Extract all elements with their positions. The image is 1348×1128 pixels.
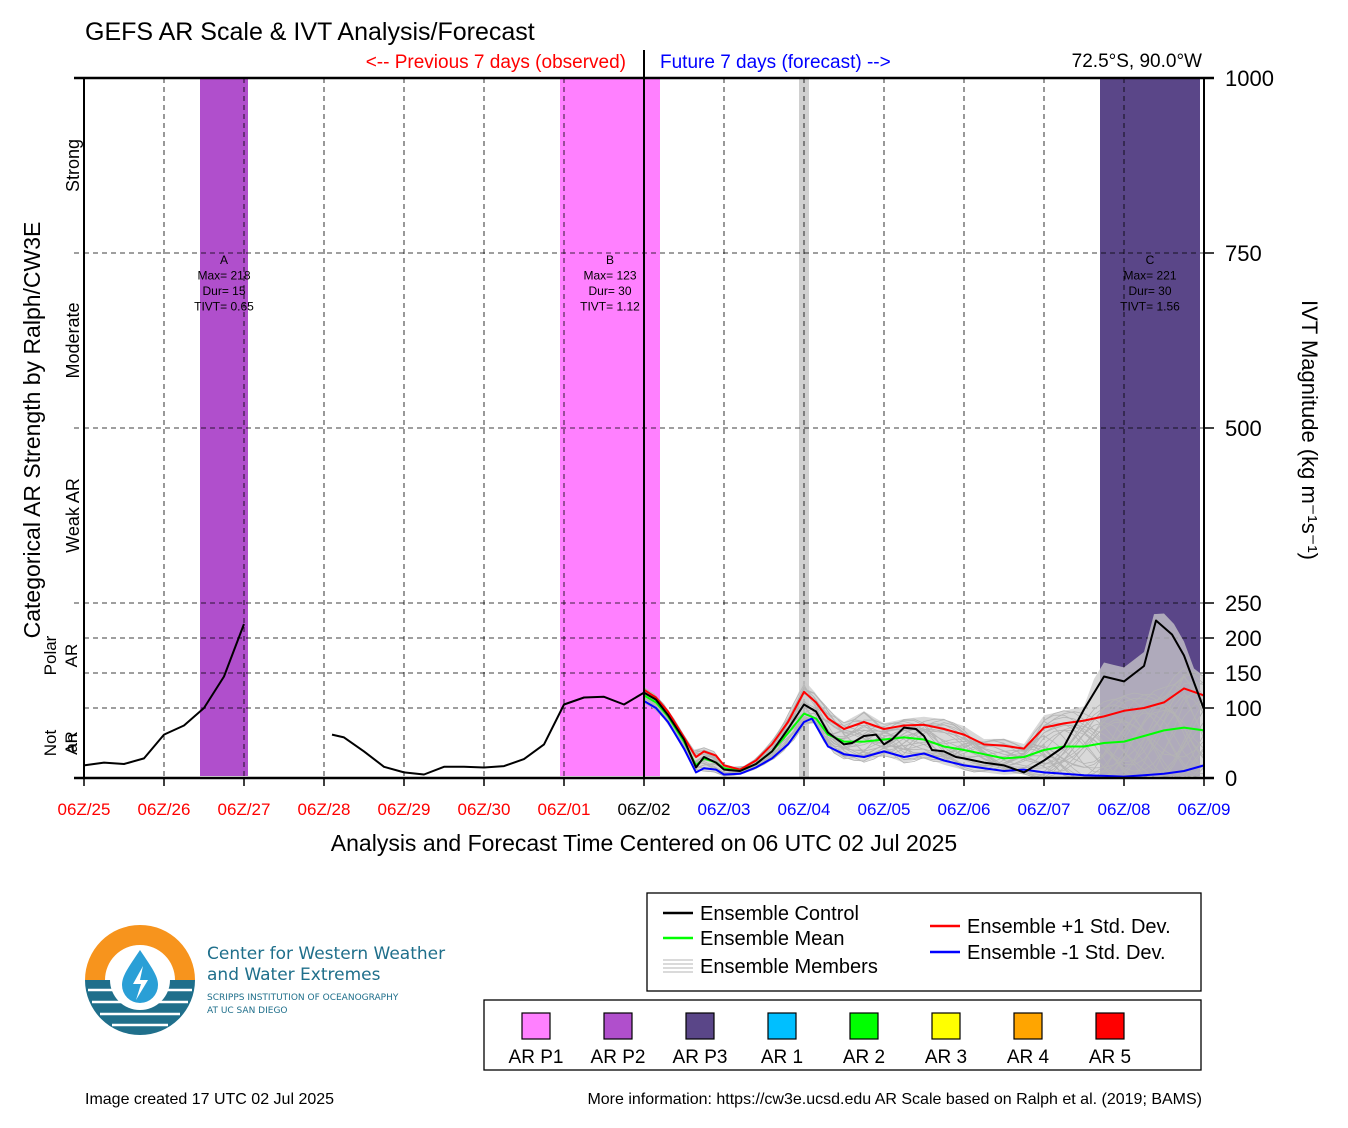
scale-swatch — [685, 1012, 715, 1040]
ar-event-label: Max= 218 — [197, 269, 250, 283]
scale-swatch — [521, 1012, 551, 1040]
ar-event-label: Max= 123 — [583, 269, 636, 283]
y-tick-label: 1000 — [1225, 66, 1274, 91]
cw3e-logo — [85, 925, 195, 1035]
category-label: Weak AR — [63, 478, 83, 553]
ar-event-label: TIVT= 1.12 — [580, 300, 640, 314]
footer-info: More information: https://cw3e.ucsd.edu … — [587, 1091, 1202, 1108]
x-tick-label: 06Z/28 — [298, 800, 351, 819]
y-tick-label: 500 — [1225, 416, 1262, 441]
ar-event-label: Dur= 30 — [1128, 284, 1171, 298]
legend-label: Ensemble +1 Std. Dev. — [967, 916, 1171, 938]
x-tick-label: 06Z/04 — [778, 800, 831, 819]
category-label-line: Polar — [41, 635, 60, 675]
y-tick-label: 250 — [1225, 591, 1262, 616]
y-tick-label: 200 — [1225, 626, 1262, 651]
location-label: 72.5°S, 90.0°W — [1072, 51, 1202, 72]
y-tick-label: 0 — [1225, 766, 1237, 791]
scale-swatch — [849, 1012, 879, 1040]
scale-label: AR 1 — [761, 1047, 803, 1068]
scale-label: AR 4 — [1007, 1047, 1050, 1068]
ar-event-label: TIVT= 0.65 — [194, 300, 254, 314]
y-tick-label: 750 — [1225, 241, 1262, 266]
ar-event-band-a — [200, 78, 248, 776]
series-line-ensemble-1-std-dev- — [643, 687, 1205, 771]
x-tick-label: 06Z/07 — [1018, 800, 1071, 819]
left-axis-title: Categorical AR Strength by Ralph/CW3E — [19, 222, 45, 639]
scale-swatch — [767, 1012, 797, 1040]
x-tick-label: 06Z/02 — [618, 800, 671, 819]
ensemble-member-line — [643, 681, 1205, 769]
x-tick-label: 06Z/30 — [458, 800, 511, 819]
scale-label: AR P2 — [591, 1047, 646, 1068]
scale-label: AR P3 — [673, 1047, 728, 1068]
ar-event-label: TIVT= 1.56 — [1120, 300, 1180, 314]
logo-subtitle-line1: SCRIPPS INSTITUTION OF OCEANOGRAPHY — [207, 993, 399, 1003]
legend-label: Ensemble -1 Std. Dev. — [967, 942, 1166, 964]
ensemble-member-line — [643, 683, 1205, 779]
logo-name-line1: Center for Western Weather — [207, 944, 446, 964]
logo-name-line2: and Water Extremes — [207, 965, 381, 985]
logo-orange-arc — [85, 925, 195, 980]
x-tick-label: 06Z/08 — [1098, 800, 1151, 819]
scale-label: AR 2 — [843, 1047, 885, 1068]
previous-label: <-- Previous 7 days (observed) — [366, 52, 626, 73]
x-tick-label: 06Z/06 — [938, 800, 991, 819]
scale-swatch — [931, 1012, 961, 1040]
x-tick-label: 06Z/05 — [858, 800, 911, 819]
category-label: Strong — [63, 139, 83, 192]
x-tick-label: 06Z/27 — [218, 800, 271, 819]
category-label-line: AR — [62, 644, 81, 668]
scale-label: AR P1 — [509, 1047, 564, 1068]
x-tick-label: 06Z/25 — [58, 800, 111, 819]
ar-event-label: Dur= 30 — [588, 284, 631, 298]
series-line-ensemble-1-std-dev- — [643, 700, 1205, 778]
legend-label: Ensemble Control — [700, 903, 859, 925]
ar-event-label: C — [1146, 253, 1155, 267]
right-axis-title: IVT Magnitude (kg m⁻¹s⁻¹) — [1297, 300, 1322, 560]
y-tick-label: 100 — [1225, 696, 1262, 721]
scale-swatch — [1013, 1012, 1043, 1040]
category-label: Polar AR — [41, 635, 81, 675]
x-tick-label: 06Z/26 — [138, 800, 191, 819]
series-legend: Ensemble Control Ensemble Mean Ensemble Me… — [646, 892, 1202, 992]
series-lines — [83, 619, 1205, 778]
chart-title: GEFS AR Scale & IVT Analysis/Forecast — [85, 18, 535, 46]
scale-label: AR 5 — [1089, 1047, 1131, 1068]
logo-subtitle-line2: AT UC SAN DIEGO — [207, 1006, 288, 1016]
category-label-line: an — [62, 734, 81, 753]
scale-swatch — [603, 1012, 633, 1040]
x-axis-title: Analysis and Forecast Time Centered on 0… — [331, 830, 957, 856]
ar-event-label: A — [220, 253, 228, 267]
series-legend-box — [646, 892, 1202, 992]
x-tick-label: 06Z/03 — [698, 800, 751, 819]
series-line-ensemble-control — [331, 619, 1205, 776]
scale-label: AR 3 — [925, 1047, 967, 1068]
y-tick-label: 150 — [1225, 661, 1262, 686]
series-line-ensemble-control — [83, 623, 245, 767]
future-label: Future 7 days (forecast) --> — [660, 52, 891, 73]
footer-created: Image created 17 UTC 02 Jul 2025 — [85, 1091, 334, 1108]
x-tick-label: 06Z/01 — [538, 800, 591, 819]
category-label-line: Not — [41, 730, 60, 757]
x-tick-label: 06Z/09 — [1178, 800, 1231, 819]
category-label-line: AR — [62, 731, 81, 755]
ar-event-label: B — [606, 253, 614, 267]
lightning-icon — [133, 966, 148, 1000]
legend-label: Ensemble Members — [700, 956, 878, 978]
y-tick-labels: 0 100 150 200 250 500 750 1000 — [1204, 66, 1274, 791]
x-tick-label: 06Z/29 — [378, 800, 431, 819]
category-label: Not anAR — [41, 730, 81, 757]
category-label: Moderate — [63, 302, 83, 378]
ar-event-label: Max= 221 — [1123, 269, 1176, 283]
ar-event-label: Dur= 15 — [202, 284, 245, 298]
legend-label: Ensemble Mean — [700, 928, 845, 950]
x-tick-labels: 06Z/25 06Z/26 06Z/27 06Z/28 06Z/29 06Z/30 06Z/… — [58, 778, 1231, 819]
scale-swatch — [1095, 1012, 1125, 1040]
ar-scale-legend: AR P1 AR P2 AR P3 AR 1 AR 2 AR 3 AR 4 AR 5 — [483, 999, 1202, 1071]
